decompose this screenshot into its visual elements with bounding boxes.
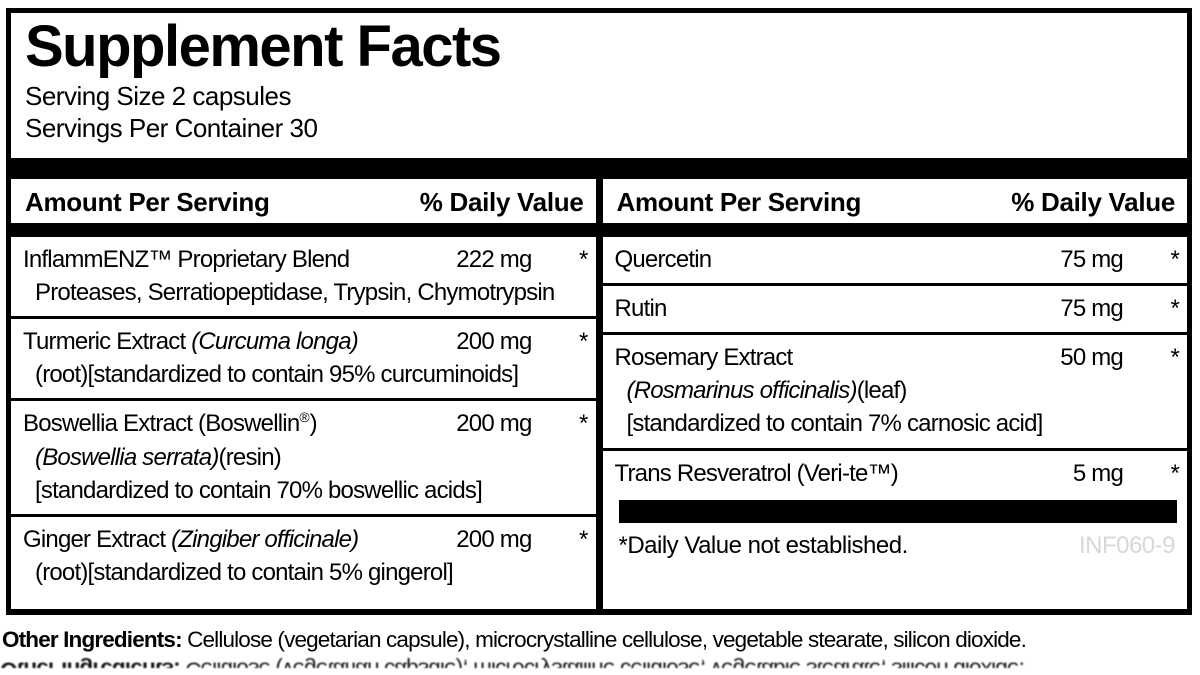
ingredient-row: Ginger Extract (Zingiber officinale) 200 … xyxy=(11,517,596,596)
ingredient-name: Ginger Extract (Zingiber officinale) xyxy=(23,525,359,553)
serving-size: Serving Size 2 capsules xyxy=(25,80,291,111)
facts-column-right: Amount Per Serving % Daily Value Quercet… xyxy=(602,179,1188,609)
footnote-row: *Daily Value not established. INF060-9 xyxy=(603,523,1188,560)
ingredient-daily-value: * xyxy=(578,245,588,273)
footnote-separator-bar xyxy=(618,499,1177,523)
ingredient-name: Turmeric Extract (Curcuma longa) xyxy=(23,328,359,356)
ingredient-amount: 75 mg xyxy=(1060,295,1124,323)
ingredient-daily-value: * xyxy=(578,328,588,356)
other-ingredients-text: Cellulose (vegetarian capsule), microcry… xyxy=(181,627,1027,652)
top-separator-bar xyxy=(11,157,1187,179)
ingredient-subline: (Boswellia serrata)(resin) xyxy=(35,443,282,471)
ingredient-name: Trans Resveratrol (Veri-te™) xyxy=(614,459,899,487)
ingredient-row: Trans Resveratrol (Veri-te™) 5 mg * xyxy=(603,451,1188,497)
ingredient-row: InflammENZ™ Proprietary Blend 222 mg * Prot… xyxy=(11,237,596,320)
column-header-right: Amount Per Serving % Daily Value xyxy=(603,179,1188,223)
product-code: INF060-9 xyxy=(1078,531,1176,559)
ingredient-amount: 5 mg xyxy=(1072,459,1124,487)
ingredient-subline: Proteases, Serratiopeptidase, Trypsin, C… xyxy=(35,279,555,307)
ingredient-daily-value: * xyxy=(578,525,588,553)
daily-value-header: % Daily Value xyxy=(419,186,584,217)
ingredient-row: Turmeric Extract (Curcuma longa) 200 mg * (… xyxy=(11,319,596,402)
ingredient-daily-value: * xyxy=(1170,459,1179,487)
ingredient-amount: 75 mg xyxy=(1060,245,1124,273)
ingredient-row: Rosemary Extract 50 mg * (Rosmarinus offici… xyxy=(602,335,1187,451)
ingredient-name: Boswellia Extract (Boswellin®) xyxy=(23,409,318,438)
ingredient-name: Rutin xyxy=(614,295,668,323)
amount-per-serving-header: Amount Per Serving xyxy=(25,186,270,217)
ingredient-daily-value: * xyxy=(1170,344,1179,372)
ingredient-amount: 200 mg xyxy=(456,525,532,553)
below-panel-area: Other Ingredients: Cellulose (vegetarian… xyxy=(0,619,1200,668)
other-ingredients-label: Other Ingredients: xyxy=(2,627,183,652)
facts-column-left: Amount Per Serving % Daily Value Inflamm… xyxy=(11,179,596,609)
daily-value-footnote: *Daily Value not established. xyxy=(618,531,909,559)
ingredient-subline: (root)[standardized to contain 95% curcu… xyxy=(35,361,519,389)
ingredient-subline: [standardized to contain 70% boswellic a… xyxy=(35,476,483,504)
ingredient-daily-value: * xyxy=(578,410,588,438)
column-header-left: Amount Per Serving % Daily Value xyxy=(11,179,596,223)
ingredient-name: Rosemary Extract xyxy=(614,344,794,372)
ingredient-name: Quercetin xyxy=(614,245,713,273)
ingredient-daily-value: * xyxy=(1170,245,1179,273)
ingredient-daily-value: * xyxy=(1170,295,1179,323)
facts-table: Amount Per Serving % Daily Value Inflamm… xyxy=(11,178,1188,609)
ingredient-amount: 200 mg xyxy=(456,410,532,438)
column-divider-rule xyxy=(595,178,603,609)
ingredient-subline: [standardized to contain 7% carnosic aci… xyxy=(626,410,1044,438)
ingredient-rows-right: Quercetin 75 mg * Rutin 75 mg * Rosemary Extra… xyxy=(602,237,1188,497)
panel-header: Supplement Facts Serving Size 2 capsules… xyxy=(11,13,1187,145)
ingredient-row: Quercetin 75 mg * xyxy=(602,237,1187,287)
header-separator-bar xyxy=(602,222,1187,237)
ingredient-amount: 50 mg xyxy=(1060,344,1124,372)
ingredient-amount: 222 mg xyxy=(456,245,532,273)
page-title: Supplement Facts xyxy=(25,14,502,79)
ingredient-row: Rutin 75 mg * xyxy=(602,286,1187,336)
header-separator-bar xyxy=(11,222,596,237)
ingredient-subline: (root)[standardized to contain 5% ginger… xyxy=(35,558,454,586)
servings-per-container: Servings Per Container 30 xyxy=(25,113,318,144)
daily-value-header: % Daily Value xyxy=(1011,186,1175,217)
ingredient-subline: (Rosmarinus officinalis)(leaf) xyxy=(626,377,908,405)
ingredient-amount: 200 mg xyxy=(456,328,532,356)
supplement-facts-panel: Supplement Facts Serving Size 2 capsules… xyxy=(6,8,1192,615)
mirrored-print-artifact: Other Ingredients: Cellulose (vegetarian… xyxy=(0,655,1200,669)
ingredient-name: InflammENZ™ Proprietary Blend xyxy=(23,245,350,273)
amount-per-serving-header: Amount Per Serving xyxy=(616,186,862,217)
ingredient-row: Boswellia Extract (Boswellin®) 200 mg * (Bo… xyxy=(11,401,596,517)
other-ingredients: Other Ingredients: Cellulose (vegetarian… xyxy=(0,619,1200,654)
ingredient-rows-left: InflammENZ™ Proprietary Blend 222 mg * Prot… xyxy=(11,237,596,596)
